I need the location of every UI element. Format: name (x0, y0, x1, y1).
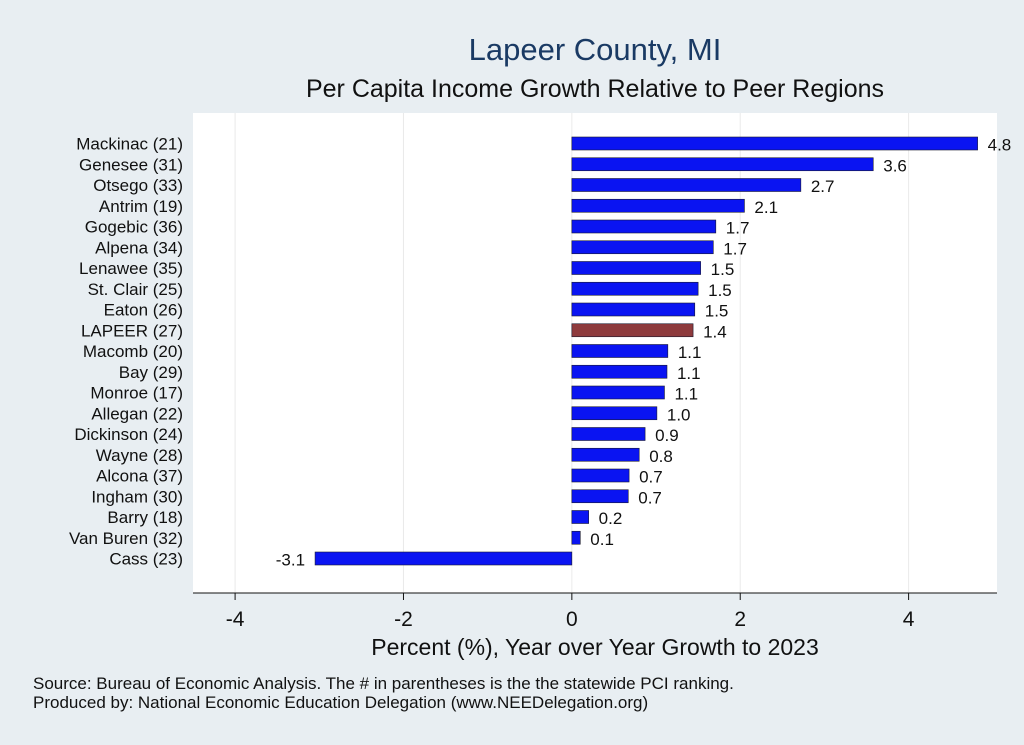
bar (571, 385, 665, 400)
bar (571, 198, 745, 213)
category-label: Macomb (20) (83, 342, 183, 361)
bar (571, 157, 874, 172)
produced-by-note: Produced by: National Economic Education… (33, 693, 648, 712)
category-label: Mackinac (21) (76, 135, 183, 154)
bar (571, 530, 581, 545)
data-label: 1.7 (726, 219, 750, 238)
bar (571, 136, 978, 151)
data-label: 1.5 (705, 302, 729, 321)
bar (571, 406, 658, 421)
bar (571, 510, 589, 524)
data-label: 4.8 (988, 136, 1012, 155)
data-label: 1.7 (723, 239, 747, 258)
bar (571, 178, 802, 192)
source-note: Source: Bureau of Economic Analysis. The… (33, 674, 734, 693)
bar (571, 364, 668, 379)
x-tick-label: 2 (734, 608, 746, 631)
category-label: Cass (23) (109, 550, 183, 569)
bar (571, 427, 646, 441)
bar-highlighted (571, 323, 694, 338)
data-label: 1.5 (708, 281, 732, 300)
category-label: Antrim (19) (99, 197, 183, 216)
category-label: Ingham (30) (91, 487, 183, 506)
category-label: Bay (29) (119, 363, 183, 382)
x-tick-label: -2 (394, 608, 413, 631)
data-label: 2.1 (754, 198, 778, 217)
bar (571, 240, 714, 255)
data-label: 1.4 (703, 322, 727, 341)
bar (571, 468, 630, 483)
bar (571, 281, 699, 296)
category-label: Genesee (31) (79, 155, 183, 174)
bar (571, 302, 696, 317)
category-label: LAPEER (27) (81, 321, 183, 340)
category-label: Van Buren (32) (69, 529, 183, 548)
category-label: Dickinson (24) (74, 425, 183, 444)
data-label: 0.9 (655, 426, 679, 445)
category-label: St. Clair (25) (88, 280, 183, 299)
data-label: -3.1 (276, 551, 305, 570)
chart-subtitle: Per Capita Income Growth Relative to Pee… (306, 75, 884, 103)
data-label: 0.2 (599, 509, 623, 528)
bar (571, 447, 640, 462)
data-label: 1.1 (674, 385, 698, 404)
data-label: 0.1 (590, 530, 614, 549)
category-label: Gogebic (36) (85, 218, 183, 237)
chart-title: Lapeer County, MI (469, 32, 722, 67)
data-label: 1.1 (677, 364, 701, 383)
category-label: Otsego (33) (93, 176, 183, 195)
x-axis-title: Percent (%), Year over Year Growth to 20… (371, 634, 819, 660)
data-label: 0.7 (639, 468, 663, 487)
bar (571, 261, 701, 275)
value-labels: 4.83.62.72.11.71.71.51.51.51.41.11.11.11… (276, 136, 1012, 570)
category-label: Barry (18) (107, 508, 183, 527)
data-label: 1.1 (678, 343, 702, 362)
bar (571, 489, 629, 504)
category-label: Lenawee (35) (79, 259, 183, 278)
data-label: 1.5 (711, 260, 735, 279)
category-label: Alpena (34) (95, 238, 183, 257)
bar (571, 219, 717, 234)
data-label: 2.7 (811, 177, 835, 196)
category-label: Alcona (37) (96, 467, 183, 486)
x-tick-label: 4 (903, 608, 915, 631)
data-label: 0.8 (649, 447, 673, 466)
category-label: Wayne (28) (96, 446, 183, 465)
bar (571, 344, 669, 358)
bars-group (314, 136, 978, 566)
x-tick-label: -4 (226, 608, 245, 631)
x-axis-ticks: -4 -2 0 2 4 (226, 593, 915, 631)
data-label: 1.0 (667, 405, 691, 424)
x-tick-label: 0 (566, 608, 578, 631)
category-labels: Mackinac (21)Genesee (31) Otsego (33) Antr… (69, 135, 183, 569)
category-label: Allegan (22) (91, 404, 183, 423)
bar (314, 551, 573, 566)
data-label: 0.7 (638, 488, 662, 507)
category-label: Monroe (17) (90, 384, 183, 403)
category-label: Eaton (26) (104, 301, 183, 320)
data-label: 3.6 (883, 156, 907, 175)
